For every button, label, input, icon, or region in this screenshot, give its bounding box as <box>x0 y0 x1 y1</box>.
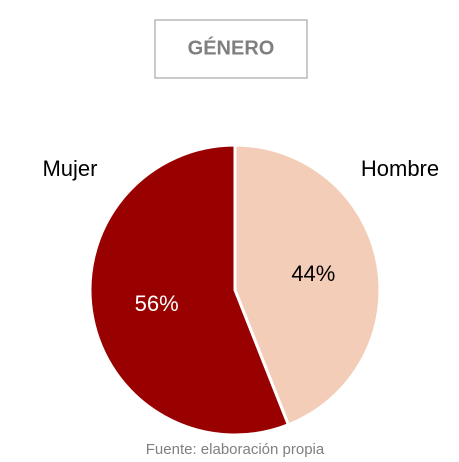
source-note: Fuente: elaboración propia <box>146 441 325 458</box>
category-label: Hombre <box>361 156 439 181</box>
value-label: 44% <box>291 261 335 286</box>
pie-slice <box>233 143 382 427</box>
value-label: 56% <box>135 291 179 316</box>
pie-slice <box>88 143 291 437</box>
category-label: Mujer <box>42 156 97 181</box>
title-box <box>154 19 308 79</box>
chart-title: GÉNERO <box>188 36 275 59</box>
